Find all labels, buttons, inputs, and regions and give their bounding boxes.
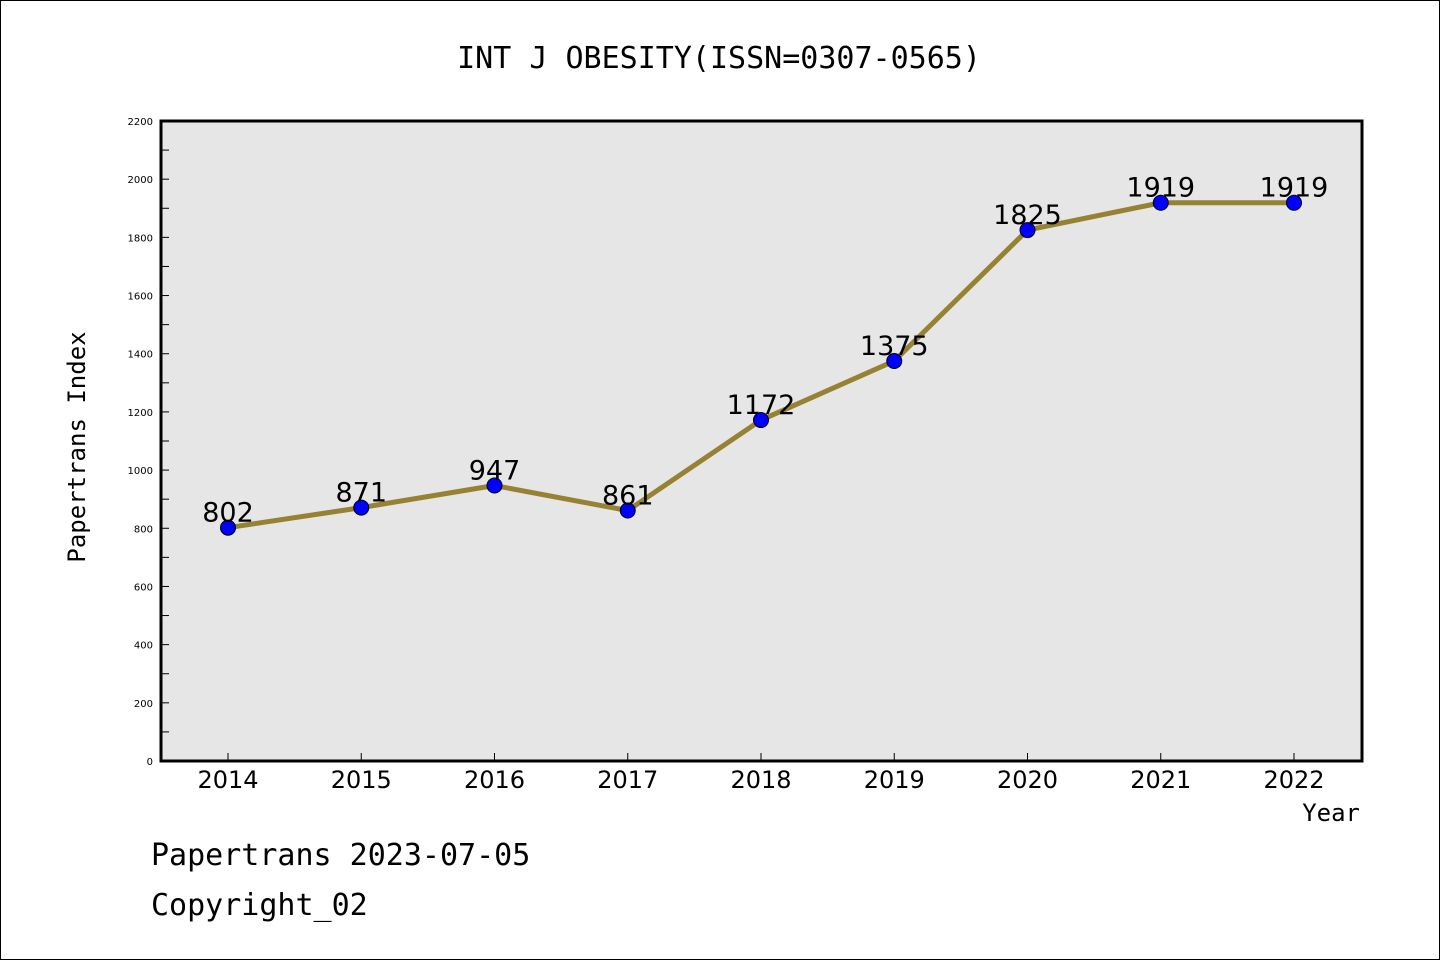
y-tick-label: 600 — [134, 582, 153, 593]
y-tick-label: 0 — [147, 757, 153, 768]
x-tick-label: 2022 — [1263, 766, 1324, 794]
x-tick-label: 2016 — [464, 766, 525, 794]
data-label: 1172 — [727, 390, 796, 421]
x-axis: 2014 2015 2016 2017 2018 2019 2020 2021 2022 — [197, 753, 1325, 794]
series-group: 802 871 947 861 1172 1375 1825 1919 1919 — [202, 173, 1329, 536]
x-axis-label: Year — [1302, 799, 1360, 827]
data-label: 802 — [202, 498, 254, 529]
data-point — [1286, 194, 1302, 211]
y-tick-label: 200 — [134, 699, 153, 710]
y-tick-label: 1400 — [128, 350, 153, 361]
x-tick-label: 2017 — [597, 766, 658, 794]
data-label: 1919 — [1260, 173, 1329, 204]
y-tick-label: 2000 — [128, 175, 153, 186]
y-tick-label: 1600 — [128, 292, 153, 303]
data-point — [353, 499, 370, 516]
data-label: 947 — [469, 456, 521, 487]
y-tick-label: 1000 — [128, 466, 153, 477]
data-point — [753, 412, 769, 429]
chart-title: INT J OBESITY(ISSN=0307-0565) — [457, 41, 981, 76]
footer-copyright: Copyright_02 — [151, 888, 368, 923]
data-label: 861 — [602, 481, 654, 512]
y-axis-label: Papertrans Index — [63, 331, 91, 562]
y-tick-label: 400 — [134, 641, 153, 652]
footer-date: Papertrans 2023-07-05 — [151, 838, 530, 873]
data-point — [220, 519, 236, 536]
y-tick-label: 2200 — [128, 117, 153, 128]
x-tick-label: 2020 — [997, 766, 1058, 794]
y-tick-label: 800 — [134, 524, 153, 535]
x-tick-label: 2019 — [864, 766, 925, 794]
y-tick-label: 1800 — [128, 233, 153, 244]
data-point — [619, 502, 636, 519]
x-tick-label: 2021 — [1130, 766, 1191, 794]
data-point — [886, 353, 903, 369]
x-tick-label: 2018 — [730, 766, 791, 794]
x-tick-label: 2015 — [331, 766, 392, 794]
x-tick-label: 2014 — [197, 766, 258, 794]
y-tick-label: 1200 — [128, 408, 153, 419]
data-point — [1152, 194, 1169, 211]
y-axis: 0 200 400 600 800 1000 1200 1400 1600 1800 2000 220… — [128, 117, 169, 768]
data-point — [486, 477, 503, 494]
data-label: 1919 — [1126, 173, 1195, 204]
data-label: 1375 — [860, 331, 929, 362]
data-label: 871 — [335, 478, 387, 509]
data-label: 1825 — [993, 200, 1062, 231]
plot-area — [159, 119, 1364, 763]
data-point — [1019, 222, 1036, 239]
